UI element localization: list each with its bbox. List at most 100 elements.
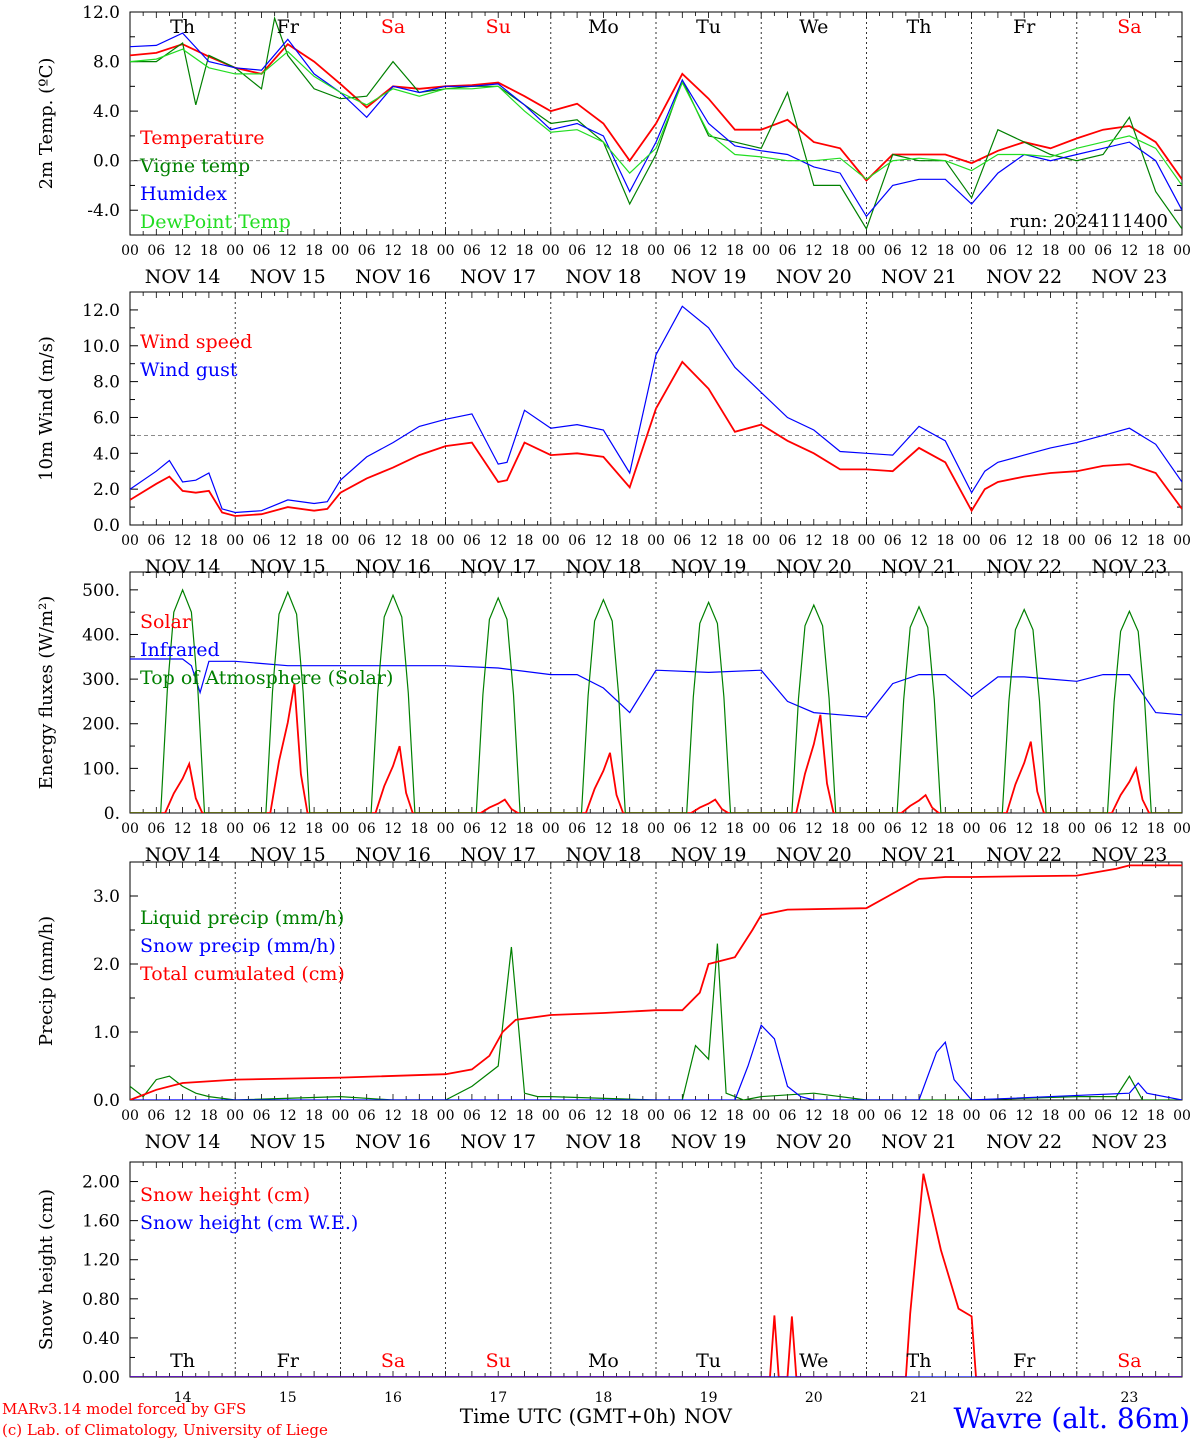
series-line-vigne-temp bbox=[130, 15, 1182, 231]
y-tick-label: 6.0 bbox=[93, 408, 120, 428]
hour-tick-label: 18 bbox=[1147, 1108, 1165, 1124]
date-label: NOV 20 bbox=[776, 266, 852, 288]
series-line-temperature bbox=[130, 43, 1182, 182]
hour-tick-label: 00 bbox=[857, 243, 875, 259]
date-label: NOV 19 bbox=[671, 266, 747, 288]
hour-tick-label: 18 bbox=[621, 243, 639, 259]
hour-tick-label: 18 bbox=[1147, 533, 1165, 549]
series-group bbox=[130, 15, 1182, 231]
hour-tick-label: 12 bbox=[910, 243, 928, 259]
day-name: Th bbox=[170, 1350, 195, 1372]
hour-tick-label: 06 bbox=[147, 533, 165, 549]
legend-entry: Liquid precip (mm/h) bbox=[140, 907, 344, 929]
date-label: NOV 21 bbox=[881, 844, 957, 866]
hour-tick-label: 12 bbox=[700, 533, 718, 549]
hour-tick-label: 00 bbox=[1068, 1108, 1086, 1124]
bottom-day-number: 14 bbox=[174, 1390, 192, 1406]
hour-tick-label: 06 bbox=[884, 1108, 902, 1124]
hour-tick-label: 00 bbox=[1173, 1108, 1191, 1124]
y-tick-label: 200. bbox=[82, 715, 120, 735]
panel-5: 2.00 1.60 1.20 0.80 0.40 0.00 Snow height (cm)… bbox=[36, 1161, 1183, 1406]
y-tick-label: 0.40 bbox=[82, 1329, 120, 1349]
hour-tick-label: 18 bbox=[516, 533, 534, 549]
y-axis-label: Precip (mm/h) bbox=[36, 916, 57, 1046]
y-tick-label: 300. bbox=[82, 670, 120, 690]
bottom-day-number: 15 bbox=[279, 1390, 297, 1406]
day-name: Sa bbox=[381, 16, 405, 38]
series-line-humidex bbox=[130, 32, 1182, 218]
hour-tick-label: 06 bbox=[253, 1108, 271, 1124]
hour-tick-label: 18 bbox=[410, 1108, 428, 1124]
date-label: NOV 17 bbox=[460, 266, 536, 288]
date-label: NOV 14 bbox=[145, 266, 221, 288]
hour-tick-label: 18 bbox=[410, 533, 428, 549]
y-tick-label: 0.0 bbox=[93, 152, 120, 172]
y-tick-label: -4.0 bbox=[87, 201, 120, 221]
hour-tick-label: 12 bbox=[805, 533, 823, 549]
hour-tick-label: 12 bbox=[910, 533, 928, 549]
hour-tick-label: 06 bbox=[884, 821, 902, 837]
hour-tick-label: 06 bbox=[779, 243, 797, 259]
hour-tick-label: 06 bbox=[989, 821, 1007, 837]
hour-tick-label: 12 bbox=[489, 243, 507, 259]
day-name: Sa bbox=[1117, 16, 1141, 38]
hour-tick-label: 12 bbox=[489, 821, 507, 837]
hour-tick-label: 00 bbox=[226, 821, 244, 837]
hour-tick-label: 00 bbox=[857, 1108, 875, 1124]
date-label: NOV 18 bbox=[565, 266, 641, 288]
hour-tick-label: 12 bbox=[384, 243, 402, 259]
legend-entry: Temperature bbox=[140, 127, 264, 149]
date-label: NOV 23 bbox=[1091, 1131, 1167, 1153]
hour-tick-label: 12 bbox=[279, 533, 297, 549]
y-tick-label: 100. bbox=[82, 759, 120, 779]
hour-tick-label: 18 bbox=[305, 1108, 323, 1124]
y-axis-label: 10m Wind (m/s) bbox=[36, 336, 57, 481]
day-name: Fr bbox=[277, 1350, 300, 1372]
station-name: Wavre (alt. 86m) bbox=[954, 1402, 1190, 1435]
hour-tick-label: 12 bbox=[1120, 243, 1138, 259]
date-label: NOV 19 bbox=[671, 1131, 747, 1153]
hour-tick-label: 12 bbox=[1015, 821, 1033, 837]
hour-tick-label: 18 bbox=[936, 1108, 954, 1124]
hour-tick-label: 18 bbox=[1042, 821, 1060, 837]
y-tick-label: 1.20 bbox=[82, 1251, 120, 1271]
y-tick-label: 12.0 bbox=[82, 301, 120, 321]
bottom-day-number: 21 bbox=[910, 1390, 928, 1406]
hour-tick-label: 18 bbox=[200, 243, 218, 259]
hour-tick-label: 00 bbox=[1173, 533, 1191, 549]
hour-tick-label: 12 bbox=[700, 821, 718, 837]
series-line-total-cumulated-cm bbox=[130, 864, 1182, 1100]
legend-entry: Top of Atmosphere (Solar) bbox=[140, 667, 393, 689]
hour-tick-label: 06 bbox=[1094, 1108, 1112, 1124]
hour-tick-label: 06 bbox=[1094, 821, 1112, 837]
hour-tick-label: 06 bbox=[568, 533, 586, 549]
hour-tick-label: 00 bbox=[437, 243, 455, 259]
hour-tick-label: 06 bbox=[884, 243, 902, 259]
footer: Time UTC (GMT+0h) NOV MARv3.14 model force… bbox=[2, 1400, 1190, 1439]
hour-tick-label: 06 bbox=[463, 243, 481, 259]
hour-tick-label: 06 bbox=[358, 243, 376, 259]
hour-tick-label: 12 bbox=[594, 533, 612, 549]
hour-tick-label: 18 bbox=[1042, 243, 1060, 259]
series-line-wind-speed bbox=[130, 360, 1182, 517]
hour-tick-label: 00 bbox=[121, 243, 139, 259]
hour-tick-label: 00 bbox=[226, 1108, 244, 1124]
date-label: NOV 20 bbox=[776, 844, 852, 866]
hour-tick-label: 06 bbox=[673, 243, 691, 259]
y-axis-label: Energy fluxes (W/m²) bbox=[36, 596, 57, 790]
bottom-day-number: 22 bbox=[1015, 1390, 1033, 1406]
date-label: NOV 18 bbox=[565, 1131, 641, 1153]
legend-entry: Wind speed bbox=[140, 331, 252, 353]
bottom-day-number: 18 bbox=[594, 1390, 612, 1406]
day-name: We bbox=[799, 1350, 828, 1372]
day-name: Mo bbox=[588, 16, 619, 38]
series-line-dewpoint-temp bbox=[130, 48, 1182, 186]
hour-tick-label: 18 bbox=[726, 1108, 744, 1124]
y-tick-label: 1.60 bbox=[82, 1212, 120, 1232]
series-line-snow-height-cm bbox=[130, 1173, 1182, 1377]
day-name: Su bbox=[486, 1350, 511, 1372]
hour-tick-label: 06 bbox=[989, 243, 1007, 259]
credit-line-2: (c) Lab. of Climatology, University of L… bbox=[2, 1421, 328, 1439]
hour-tick-label: 06 bbox=[463, 533, 481, 549]
hour-tick-label: 18 bbox=[831, 821, 849, 837]
